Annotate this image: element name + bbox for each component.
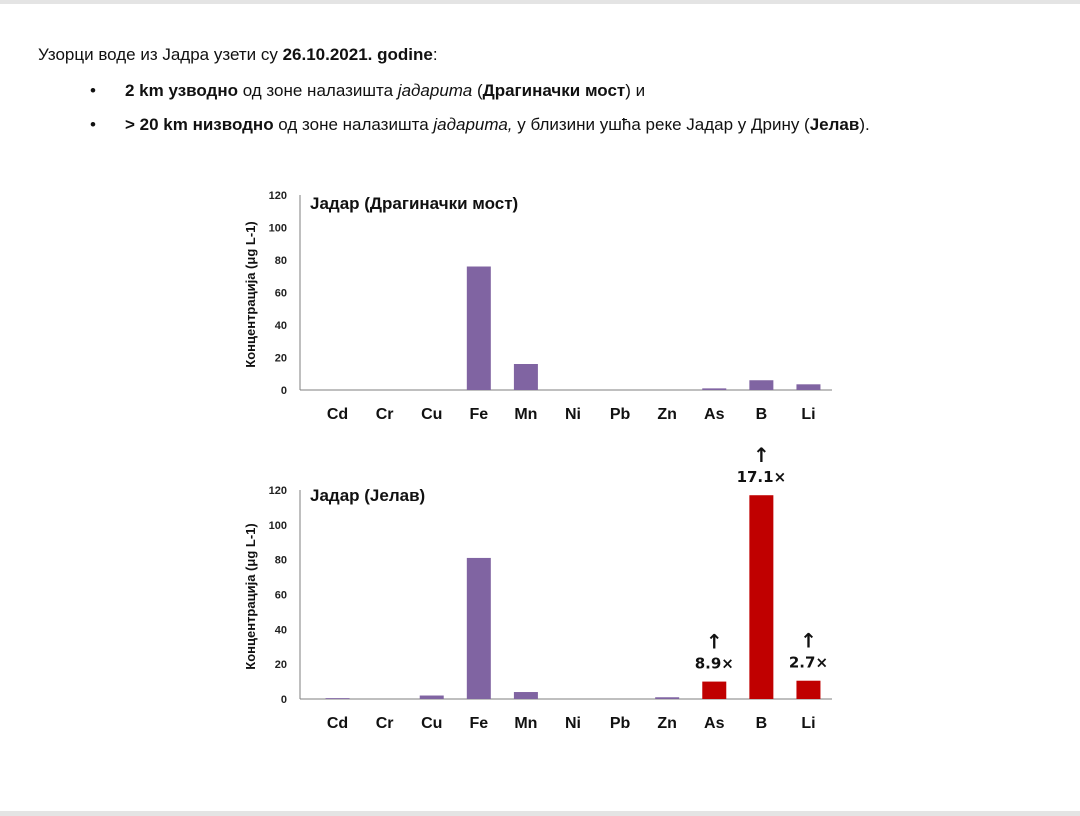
chart1-y-tick-label: 100	[269, 223, 287, 235]
chart2-x-tick-label: As	[704, 715, 725, 732]
chart1-y-tick-label: 60	[275, 288, 287, 300]
bullet-text: од зоне налазишта	[273, 115, 434, 134]
chart2-y-tick-label: 80	[275, 555, 287, 567]
chart1-x-tick-label: Cr	[376, 406, 394, 423]
sample-list: • 2 km узводно од зоне налазишта јадарита…	[90, 80, 870, 148]
chart2-y-tick-label: 0	[281, 694, 287, 706]
chart1-x-tick-label: Zn	[657, 406, 677, 423]
chart1-x-tick-label: Fe	[469, 406, 488, 423]
chart2-title: Јадар (Јелав)	[310, 486, 425, 505]
chart1-x-tick-label: As	[704, 406, 725, 423]
chart1-bar-b	[749, 380, 774, 390]
chart2-fold-change-label-li: 2.7×	[789, 654, 828, 672]
chart1-y-tick-label: 40	[275, 320, 287, 332]
chart2-bar-as	[702, 681, 727, 699]
chart2-x-tick-label: Li	[801, 715, 815, 732]
chart2-fold-change-label-b: 17.1×	[737, 468, 787, 486]
chart2-x-tick-label: B	[756, 715, 768, 732]
bullet-dot-icon: •	[90, 81, 96, 100]
chart2-up-arrow-icon: ↑	[706, 630, 723, 654]
bullet-bold: 2 km узводно	[125, 81, 238, 100]
chart2-x-tick-label: Pb	[610, 715, 631, 732]
chart1-y-tick-label: 0	[281, 385, 287, 397]
bullet-dot-icon: •	[90, 115, 96, 134]
chart2-bar-b	[749, 495, 774, 699]
chart2-x-tick-label: Cd	[327, 715, 348, 732]
chart2-y-tick-label: 60	[275, 590, 287, 602]
chart2-up-arrow-icon: ↑	[753, 443, 770, 467]
bullet-text: (	[472, 81, 483, 100]
intro-post: :	[432, 45, 438, 64]
chart1-y-tick-label: 120	[269, 190, 287, 202]
chart1-bar-li	[796, 384, 821, 390]
chart1-title: Јадар (Драгиначки мост)	[310, 194, 518, 213]
chart1-y-tick-label: 80	[275, 255, 287, 267]
intro-text: Узорци воде из Јадра узети су 26.10.2021…	[38, 44, 438, 66]
chart2-up-arrow-icon: ↑	[800, 629, 817, 653]
chart1-x-tick-label: Li	[801, 406, 815, 423]
bullet-bold: Јелав	[809, 115, 860, 134]
top-border	[0, 0, 1080, 4]
bullet-text: у близини ушћа реке Јадар у Дрину (	[512, 115, 810, 134]
chart1-bar-fe	[466, 266, 491, 390]
chart2-y-tick-label: 20	[275, 659, 287, 671]
bullet-bold: > 20 km низводно	[125, 115, 274, 134]
chart2-x-tick-label: Fe	[469, 715, 488, 732]
chart2-x-tick-label: Cr	[376, 715, 394, 732]
chart1-x-tick-label: B	[756, 406, 768, 423]
chart2-bar-mn	[513, 692, 538, 699]
chart2-x-tick-label: Ni	[565, 715, 581, 732]
chart2-bar-zn	[655, 697, 680, 699]
bullet-text: ) и	[625, 81, 646, 100]
intro-date: 26.10.2021. godine	[282, 45, 433, 64]
chart2-y-axis-label: Концентрација (μg L-1)	[243, 523, 258, 669]
chart2-y-tick-label: 100	[269, 520, 287, 532]
chart2-bar-fe	[466, 557, 491, 699]
chart1-bar-as	[702, 388, 727, 390]
chart2-x-tick-label: Cu	[421, 715, 442, 732]
chart2-bar-li	[796, 680, 821, 699]
chart1-x-tick-label: Ni	[565, 406, 581, 423]
bullet-bold: Драгиначки мост	[482, 81, 626, 100]
bullet-text: ).	[859, 115, 870, 134]
chart1-x-tick-label: Cu	[421, 406, 442, 423]
chart2-fold-change-label-as: 8.9×	[695, 655, 734, 673]
chart1-x-tick-label: Pb	[610, 406, 631, 423]
chart2-bar-cd	[325, 698, 350, 699]
list-item: • > 20 km низводно од зоне налазишта јада…	[90, 114, 870, 136]
chart1-y-tick-label: 20	[275, 353, 287, 365]
chart1-x-tick-label: Cd	[327, 406, 348, 423]
chart2-x-tick-label: Mn	[514, 715, 537, 732]
list-item: • 2 km узводно од зоне налазишта јадарита…	[90, 80, 870, 102]
chart1-y-axis-label: Концентрација (μg L-1)	[243, 221, 258, 367]
chart2-x-tick-label: Zn	[657, 715, 677, 732]
chart2-bar-cu	[419, 695, 444, 699]
chart2-y-tick-label: 40	[275, 624, 287, 636]
bullet-italic: јадарита	[397, 81, 473, 100]
intro-pre: Узорци воде из Јадра узети су	[38, 45, 283, 64]
chart1-bar-mn	[513, 364, 538, 390]
bullet-text: од зоне налазишта	[237, 81, 398, 100]
bullet-italic: јадарита,	[433, 115, 513, 134]
bottom-border	[0, 811, 1080, 816]
chart2-y-tick-label: 120	[269, 485, 287, 497]
chart1-x-tick-label: Mn	[514, 406, 537, 423]
